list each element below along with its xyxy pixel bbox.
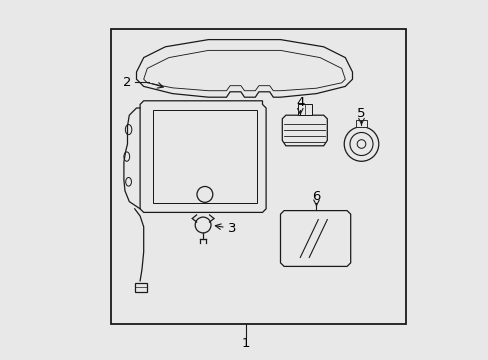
PathPatch shape xyxy=(136,40,352,97)
Ellipse shape xyxy=(123,152,129,161)
PathPatch shape xyxy=(282,115,326,146)
PathPatch shape xyxy=(280,211,350,266)
Circle shape xyxy=(356,140,365,148)
Text: 6: 6 xyxy=(312,190,320,203)
Text: 3: 3 xyxy=(227,222,236,235)
Circle shape xyxy=(195,217,211,233)
PathPatch shape xyxy=(140,101,265,212)
Text: 5: 5 xyxy=(357,107,365,120)
Circle shape xyxy=(197,186,212,202)
Text: 4: 4 xyxy=(296,96,304,109)
Ellipse shape xyxy=(125,177,131,186)
PathPatch shape xyxy=(152,110,257,203)
Circle shape xyxy=(349,132,372,156)
Circle shape xyxy=(344,127,378,161)
Ellipse shape xyxy=(125,125,132,135)
Bar xyxy=(355,120,366,127)
Bar xyxy=(134,283,147,292)
Bar xyxy=(111,29,406,324)
Text: 2: 2 xyxy=(123,76,131,89)
Text: 1: 1 xyxy=(242,337,250,350)
Bar xyxy=(297,104,311,115)
